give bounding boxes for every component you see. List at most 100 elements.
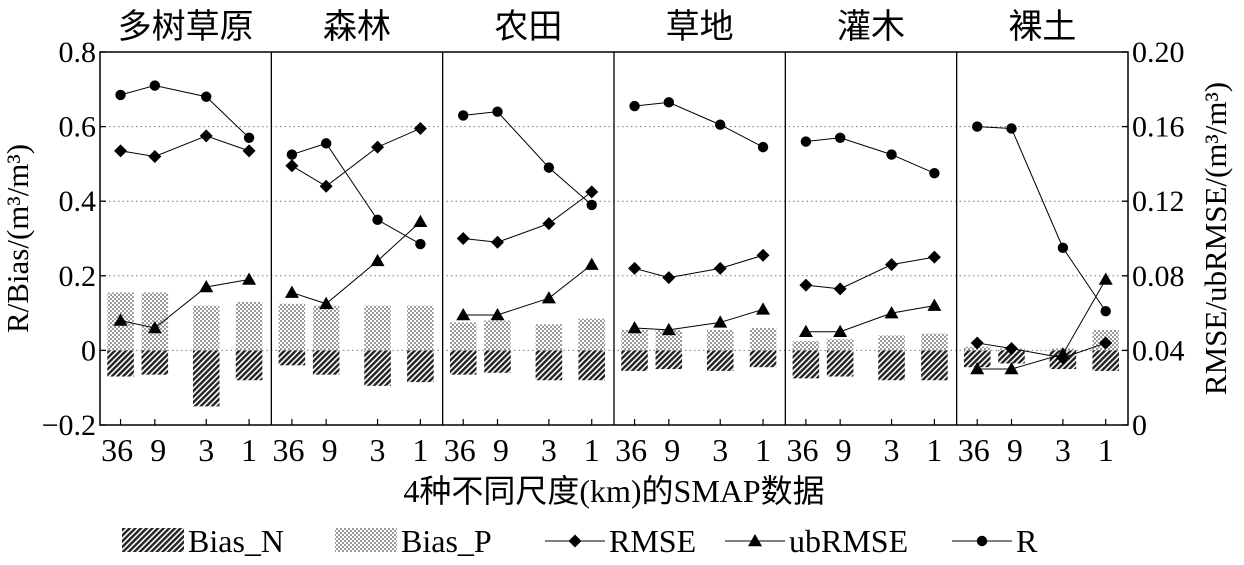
series-line-rmse: [634, 254, 764, 279]
bar-bias-n: [484, 350, 511, 373]
metric-lines: [113, 80, 1113, 375]
point-ubrmse: [627, 321, 642, 334]
point-r: [115, 89, 126, 101]
bar-bias-p: [706, 329, 734, 351]
point-r: [492, 106, 503, 117]
point-rmse: [662, 271, 676, 285]
point-r: [800, 136, 812, 147]
y-tick-label-right: 0.12: [1132, 185, 1185, 218]
point-r: [972, 121, 983, 132]
x-tick-label: 9: [322, 432, 338, 468]
x-tick-label: 1: [926, 432, 942, 468]
bar-bias-n: [364, 350, 391, 386]
point-ubrmse: [756, 302, 771, 315]
series-line-r: [805, 137, 935, 174]
bar-bias-n: [278, 350, 306, 366]
x-tick-label: 9: [836, 432, 852, 468]
legend-item-bias_p: Bias_P: [335, 523, 492, 559]
point-ubrmse: [713, 315, 728, 328]
x-tick-label: 3: [884, 432, 900, 468]
point-rmse: [148, 149, 162, 163]
x-tick-label: 36: [786, 432, 818, 468]
legend-item-rmse: RMSE: [545, 523, 696, 559]
bar-bias-n: [192, 350, 220, 407]
point-rmse: [713, 261, 727, 275]
point-ubrmse: [490, 307, 505, 321]
series-line-r: [120, 85, 250, 139]
bar-bias-n: [235, 350, 263, 381]
bar-bias-n: [312, 350, 340, 375]
point-r: [243, 132, 255, 143]
point-r: [1006, 123, 1017, 134]
y-tick-label-left: 0.6: [59, 111, 97, 144]
point-r: [757, 141, 769, 153]
legend-item-bias_n: Bias_N: [122, 523, 284, 559]
point-ubrmse: [927, 298, 942, 311]
point-rmse: [114, 144, 128, 158]
legend-item-r: R: [952, 523, 1038, 559]
x-tick-label: 9: [150, 432, 166, 468]
bar-bias-n: [107, 350, 134, 377]
series-line-rmse: [977, 342, 1106, 359]
panel-separators: [270, 52, 958, 425]
point-r: [586, 199, 597, 211]
bar-bias-p: [878, 335, 905, 351]
x-tick-label: 1: [241, 432, 257, 468]
point-r: [834, 132, 846, 143]
bar-bias-p: [364, 305, 391, 351]
series-line-ubrmse: [291, 221, 421, 305]
bar-bias-p: [826, 339, 854, 351]
point-rmse: [1099, 336, 1113, 350]
x-tick-label: 36: [615, 432, 647, 468]
x-tick-label: 36: [101, 432, 133, 468]
y-tick-label-right: 0.04: [1132, 334, 1185, 367]
legend-label: Bias_N: [188, 523, 284, 559]
bar-bias-n: [749, 350, 777, 368]
y-tick-label-left: 0.4: [59, 185, 97, 218]
point-ubrmse: [456, 307, 471, 321]
x-tick-label: 1: [584, 432, 600, 468]
series-line-r: [634, 101, 764, 148]
panel-titles: 多树草原 森林 农田 草地 灌木 裸土: [118, 8, 1077, 46]
series-line-rmse: [291, 128, 421, 187]
series-line-ubrmse: [634, 308, 764, 331]
x-tick-label: 1: [412, 432, 428, 468]
point-rmse: [242, 144, 256, 158]
x-tick-label: 36: [444, 432, 476, 468]
point-rmse: [1004, 342, 1018, 356]
point-rmse: [585, 185, 599, 199]
point-rmse: [199, 129, 213, 143]
point-rmse: [542, 217, 556, 231]
point-rmse: [371, 140, 385, 154]
point-ubrmse: [541, 291, 556, 304]
point-r: [629, 100, 640, 112]
series-line-r: [977, 126, 1107, 312]
x-tick-label: 9: [493, 432, 509, 468]
point-ubrmse: [199, 279, 214, 293]
bar-bias-n: [578, 350, 606, 381]
y-tick-label-left: 0.8: [59, 36, 97, 69]
point-ubrmse: [1055, 347, 1070, 360]
legend-marker: [748, 534, 762, 547]
bar-bias-n: [998, 350, 1025, 364]
bias-bars: [107, 292, 1120, 407]
bar-bias-n: [792, 350, 820, 379]
bar-bias-n: [878, 350, 905, 381]
point-rmse: [319, 179, 333, 193]
point-ubrmse: [833, 324, 848, 337]
point-ubrmse: [1098, 272, 1113, 285]
x-tick-label: 36: [272, 432, 304, 468]
point-rmse: [413, 121, 427, 135]
point-rmse: [756, 248, 770, 262]
series-line-r: [463, 111, 593, 206]
bar-bias-p: [792, 341, 820, 351]
point-r: [929, 168, 940, 179]
x-tick-label: 3: [370, 432, 386, 468]
bar-bias-n: [141, 350, 169, 375]
series-line-ubrmse: [463, 264, 593, 316]
x-tick-label: 3: [541, 432, 557, 468]
bar-bias-p: [407, 305, 434, 351]
point-rmse: [285, 159, 299, 173]
panel-title: 农田: [494, 8, 562, 46]
bar-bias-n: [963, 350, 991, 368]
